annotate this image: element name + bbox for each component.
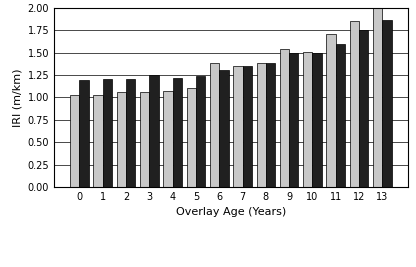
Bar	[257, 64, 266, 187]
Bar	[312, 53, 322, 187]
Bar	[219, 70, 228, 187]
Bar	[350, 21, 359, 187]
Bar	[187, 88, 196, 187]
Bar	[173, 78, 182, 187]
Bar	[303, 52, 312, 187]
Bar	[103, 79, 112, 187]
Bar	[126, 79, 135, 187]
Bar	[289, 53, 298, 187]
Bar	[280, 49, 289, 187]
Bar	[149, 75, 158, 187]
Bar	[359, 30, 368, 187]
X-axis label: Overlay Age (Years): Overlay Age (Years)	[176, 207, 286, 217]
Bar	[327, 34, 336, 187]
Bar	[79, 80, 89, 187]
Bar	[233, 66, 243, 187]
Bar	[336, 44, 345, 187]
Bar	[373, 8, 382, 187]
Y-axis label: IRI (m/km): IRI (m/km)	[12, 68, 22, 127]
Bar	[210, 64, 219, 187]
Bar	[163, 91, 173, 187]
Bar	[94, 95, 103, 187]
Bar	[117, 92, 126, 187]
Bar	[196, 76, 205, 187]
Bar	[266, 64, 275, 187]
Bar	[243, 66, 252, 187]
Bar	[70, 95, 79, 187]
Bar	[382, 20, 391, 187]
Bar	[140, 92, 149, 187]
